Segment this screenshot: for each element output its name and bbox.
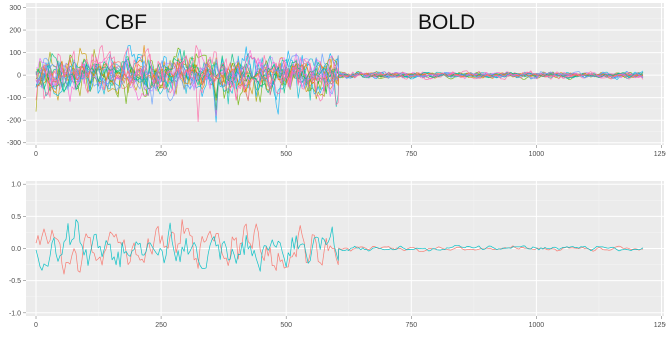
y-tick-label: 0.5 bbox=[11, 214, 21, 221]
cbf-bold-series-line bbox=[35, 45, 644, 101]
y-tick-label: -200 bbox=[7, 118, 21, 125]
cbf-bold-series-line bbox=[35, 50, 644, 111]
x-tick-label: 0 bbox=[34, 151, 38, 158]
x-tick-label: 0 bbox=[34, 322, 38, 329]
x-tick-label: 750 bbox=[405, 151, 417, 158]
average-series-line bbox=[35, 219, 644, 272]
x-tick-label: 500 bbox=[280, 322, 292, 329]
cbf-bold-multiseries-chart: 0 250 500 750 1000 1250 -300 -200 -100 0 100 200 300… bbox=[7, 3, 666, 158]
y-tick-label: 200 bbox=[9, 28, 21, 35]
y-tick-label: 300 bbox=[9, 5, 21, 12]
x-tick-label: 1000 bbox=[529, 322, 545, 329]
y-tick-label: -300 bbox=[7, 140, 21, 147]
x-tick-label: 1000 bbox=[529, 151, 545, 158]
y-tick-label: 0 bbox=[17, 73, 21, 80]
x-tick-label: 500 bbox=[280, 151, 292, 158]
y-tick-label: 1.0 bbox=[11, 182, 21, 189]
annotation-bold: BOLD bbox=[418, 11, 475, 34]
x-tick-label: 1250 bbox=[654, 322, 666, 329]
x-tick-label: 250 bbox=[155, 322, 167, 329]
cbf-bold-average-chart: 0 250 500 750 1000 1250 -1.0 -0.5 0.0 0.5 1.0 bbox=[9, 181, 666, 329]
y-tick-label: -100 bbox=[7, 95, 21, 102]
x-tick-label: 750 bbox=[405, 322, 417, 329]
y-tick-label: -0.5 bbox=[9, 278, 21, 285]
x-tick-label: 250 bbox=[155, 151, 167, 158]
y-tick-label: -1.0 bbox=[9, 310, 21, 317]
y-tick-label: 0.0 bbox=[11, 246, 21, 253]
x-tick-label: 1250 bbox=[654, 151, 666, 158]
annotation-cbf: CBF bbox=[105, 11, 147, 34]
y-tick-label: 100 bbox=[9, 50, 21, 57]
